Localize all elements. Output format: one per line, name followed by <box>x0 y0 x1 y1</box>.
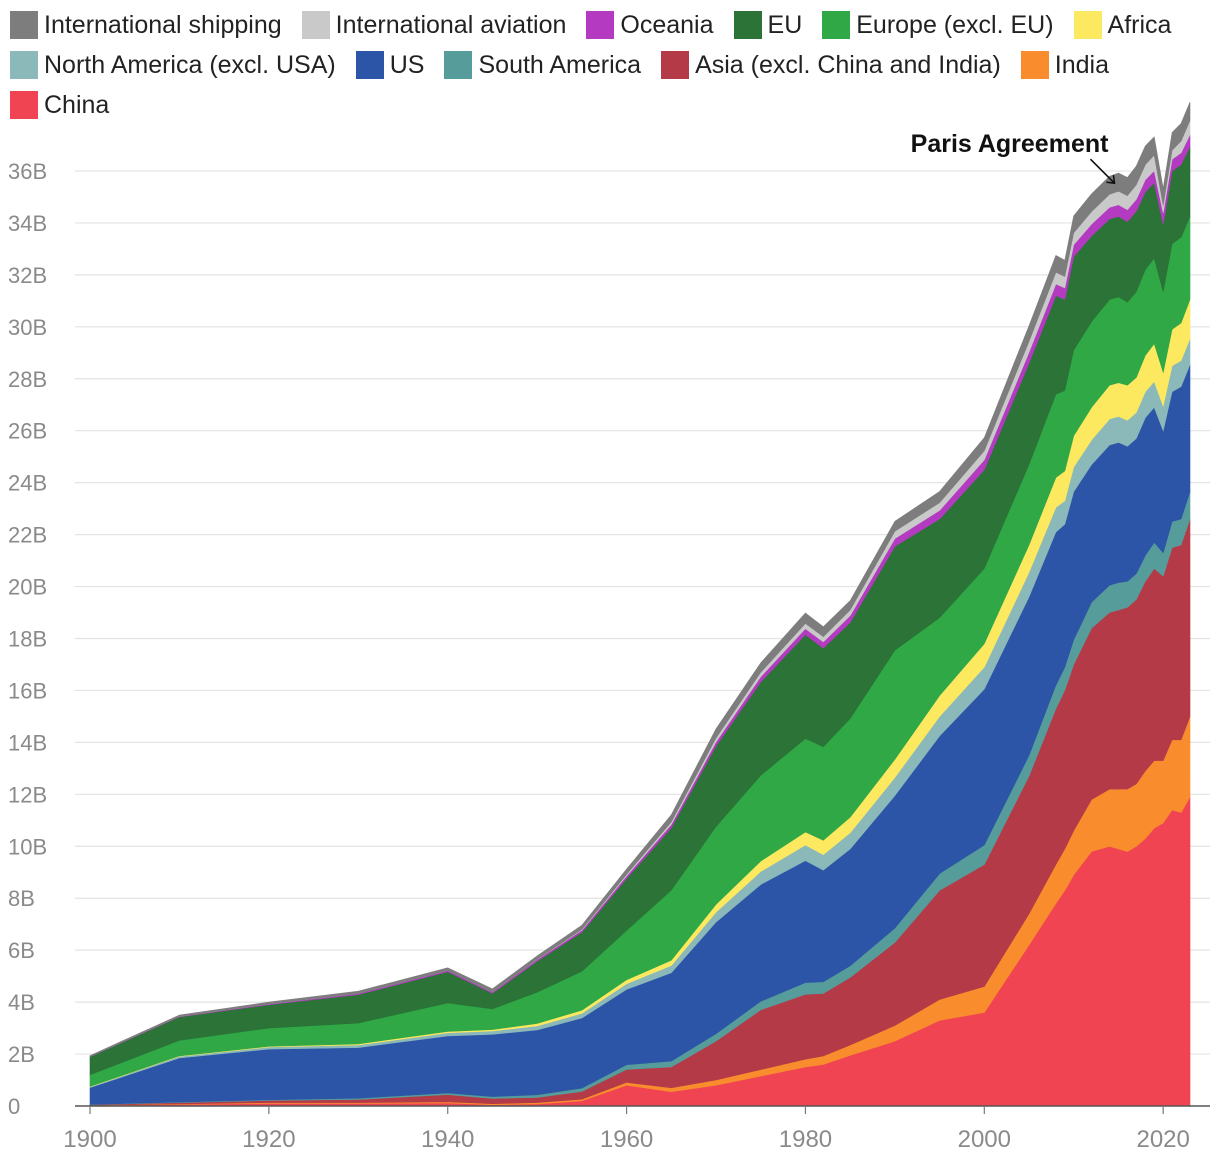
legend-item-asia-excl-china-and-india: Asia (excl. China and India) <box>661 48 1001 82</box>
legend-label: China <box>44 90 110 119</box>
y-tick-label: 10B <box>8 834 47 859</box>
legend-label: India <box>1054 50 1110 79</box>
annotation-label: Paris Agreement <box>911 130 1109 158</box>
legend-item-europe-excl-eu: Europe (excl. EU) <box>822 8 1054 42</box>
legend-swatch <box>10 91 38 119</box>
legend-swatch <box>10 11 38 39</box>
legend-swatch <box>586 11 615 39</box>
legend-swatch <box>661 51 690 79</box>
area-series-group <box>89 101 1191 1107</box>
x-tick-label: 1920 <box>242 1126 295 1153</box>
legend-item-us: US <box>355 48 425 82</box>
legend-swatch <box>822 11 851 39</box>
legend-item-international-aviation: International aviation <box>301 8 567 42</box>
y-tick-label: 26B <box>8 419 47 444</box>
x-tick-label: 2020 <box>1136 1126 1189 1153</box>
area-international-shipping <box>89 101 1191 1057</box>
legend-label: North America (excl. USA) <box>44 50 336 79</box>
chart-legend: International shipping International avia… <box>10 8 1210 122</box>
legend-swatch <box>733 11 762 39</box>
y-tick-label: 18B <box>8 626 47 651</box>
legend-swatch <box>10 51 38 79</box>
y-tick-label: 28B <box>8 367 47 392</box>
y-tick-label: 8B <box>8 886 35 911</box>
annotation-arrow <box>1089 158 1116 184</box>
legend-item-north-america-excl-usa: North America (excl. USA) <box>10 48 336 82</box>
legend-label: Oceania <box>620 10 714 39</box>
y-tick-label: 30B <box>8 315 47 340</box>
legend-label: US <box>389 50 425 79</box>
legend-swatch <box>1073 11 1102 39</box>
y-tick-label: 2B <box>8 1042 35 1067</box>
annotations: Paris Agreement <box>911 130 1116 185</box>
y-tick-label: 36B <box>8 159 47 184</box>
legend-item-international-shipping: International shipping <box>10 8 282 42</box>
y-tick-label: 0 <box>8 1094 20 1119</box>
x-axis-ticks: 1900 1920 1940 1960 1980 2000 2020 <box>63 1106 1190 1153</box>
legend-swatch <box>301 11 330 39</box>
legend-label: Africa <box>1107 10 1172 39</box>
y-tick-label: 4B <box>8 990 35 1015</box>
x-tick-label: 2000 <box>958 1126 1011 1153</box>
x-tick-label: 1900 <box>63 1126 116 1153</box>
y-tick-label: 32B <box>8 263 47 288</box>
legend-item-oceania: Oceania <box>586 8 714 42</box>
y-tick-label: 22B <box>8 523 47 548</box>
y-tick-label: 24B <box>8 471 47 496</box>
legend-item-south-america: South America <box>444 48 641 82</box>
legend-label: Europe (excl. EU) <box>856 10 1054 39</box>
legend-item-eu: EU <box>733 8 803 42</box>
y-tick-label: 6B <box>8 938 35 963</box>
y-tick-label: 12B <box>8 782 47 807</box>
legend-label: EU <box>767 10 803 39</box>
legend-swatch <box>355 51 384 79</box>
legend-swatch <box>444 51 473 79</box>
legend-label: International shipping <box>44 10 282 39</box>
legend-item-africa: Africa <box>1073 8 1172 42</box>
y-tick-label: 34B <box>8 211 47 236</box>
y-tick-label: 14B <box>8 730 47 755</box>
legend-label: South America <box>478 50 642 79</box>
x-tick-label: 1940 <box>421 1126 474 1153</box>
legend-swatch <box>1020 51 1049 79</box>
y-axis-ticks: 0 2B 4B 6B 8B 10B 12B 14B 16B 18B 20B 22B 24B 26B 28B 3… <box>8 159 47 1119</box>
legend-label: International aviation <box>335 10 567 39</box>
legend-item-india: India <box>1020 48 1110 82</box>
y-tick-label: 16B <box>8 678 47 703</box>
annotation-arrowhead <box>1106 175 1116 185</box>
legend-item-china: China <box>10 88 109 122</box>
y-tick-label: 20B <box>8 575 47 600</box>
legend-label: Asia (excl. China and India) <box>695 50 1001 79</box>
x-tick-label: 1980 <box>779 1126 832 1153</box>
x-tick-label: 1960 <box>600 1126 653 1153</box>
